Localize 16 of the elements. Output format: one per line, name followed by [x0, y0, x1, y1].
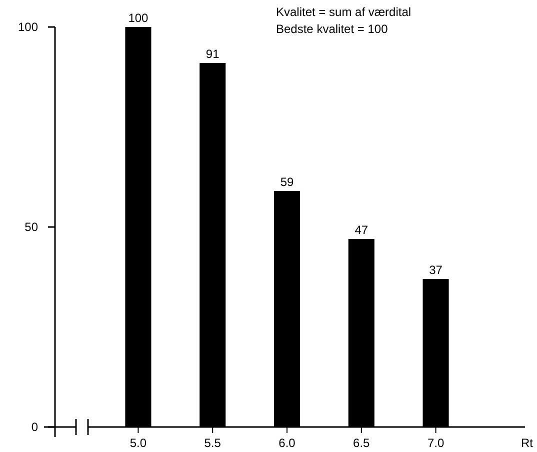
- data-label: 100: [128, 11, 149, 25]
- annotation: Bedste kvalitet = 100: [276, 22, 388, 36]
- y-tick-label: 0: [31, 420, 38, 434]
- y-tick-label: 50: [24, 220, 38, 234]
- data-label: 47: [354, 223, 368, 237]
- x-tick-label: 5.5: [204, 436, 222, 450]
- x-tick-label: 6.0: [278, 436, 296, 450]
- x-tick-label: 7.0: [427, 436, 444, 450]
- data-label: 59: [280, 175, 294, 189]
- x-axis-title: Rt: [521, 436, 534, 450]
- data-label: 91: [206, 47, 220, 61]
- x-tick-label: 6.5: [353, 436, 370, 450]
- y-tick-label: 100: [18, 20, 38, 34]
- x-tick-label: 5.0: [130, 436, 147, 450]
- data-label: 37: [429, 263, 443, 277]
- text: Kvalitet = sum af værdital: [276, 5, 412, 19]
